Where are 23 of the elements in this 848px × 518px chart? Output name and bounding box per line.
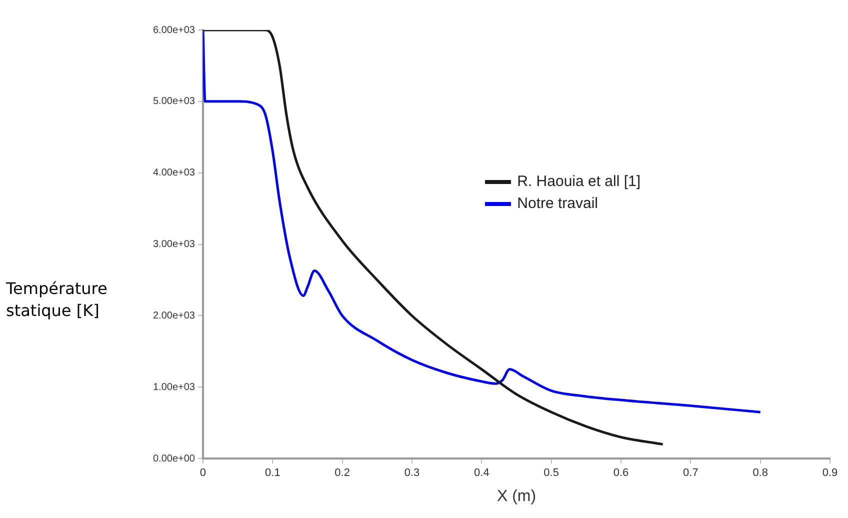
y-axis-title: Température statique [K] bbox=[6, 278, 108, 322]
x-tick-label: 0.1 bbox=[265, 467, 280, 480]
legend-label: Notre travail bbox=[517, 194, 598, 214]
x-tick-label: 0.7 bbox=[683, 467, 698, 480]
x-tick-label: 0.4 bbox=[474, 467, 490, 480]
x-tick-label: 0.3 bbox=[404, 467, 420, 480]
x-tick-label: 0.8 bbox=[752, 467, 768, 480]
y-tick-label: 0.00e+00 bbox=[152, 453, 196, 464]
x-tick-label: 0 bbox=[200, 467, 206, 480]
y-tick-label: 5.00e+03 bbox=[152, 96, 196, 108]
x-tick-label: 0.2 bbox=[334, 467, 350, 480]
y-tick-label: 1.00e+03 bbox=[152, 382, 196, 393]
y-tick-label: 2.00e+03 bbox=[152, 310, 196, 322]
x-axis-title: X (m) bbox=[496, 488, 536, 505]
line-series bbox=[202, 30, 664, 446]
x-tick-label: 0.5 bbox=[544, 467, 559, 480]
y-tick-label: 3.00e+03 bbox=[152, 239, 196, 250]
x-tick-label: 0.9 bbox=[822, 467, 838, 480]
line-series bbox=[202, 30, 762, 414]
y-tick-label: 4.00e+03 bbox=[152, 168, 196, 179]
x-tick-label: 0.6 bbox=[613, 467, 629, 480]
y-tick-label: 6.00e+03 bbox=[152, 24, 196, 36]
legend-label: R. Haouia et all [1] bbox=[517, 172, 641, 192]
